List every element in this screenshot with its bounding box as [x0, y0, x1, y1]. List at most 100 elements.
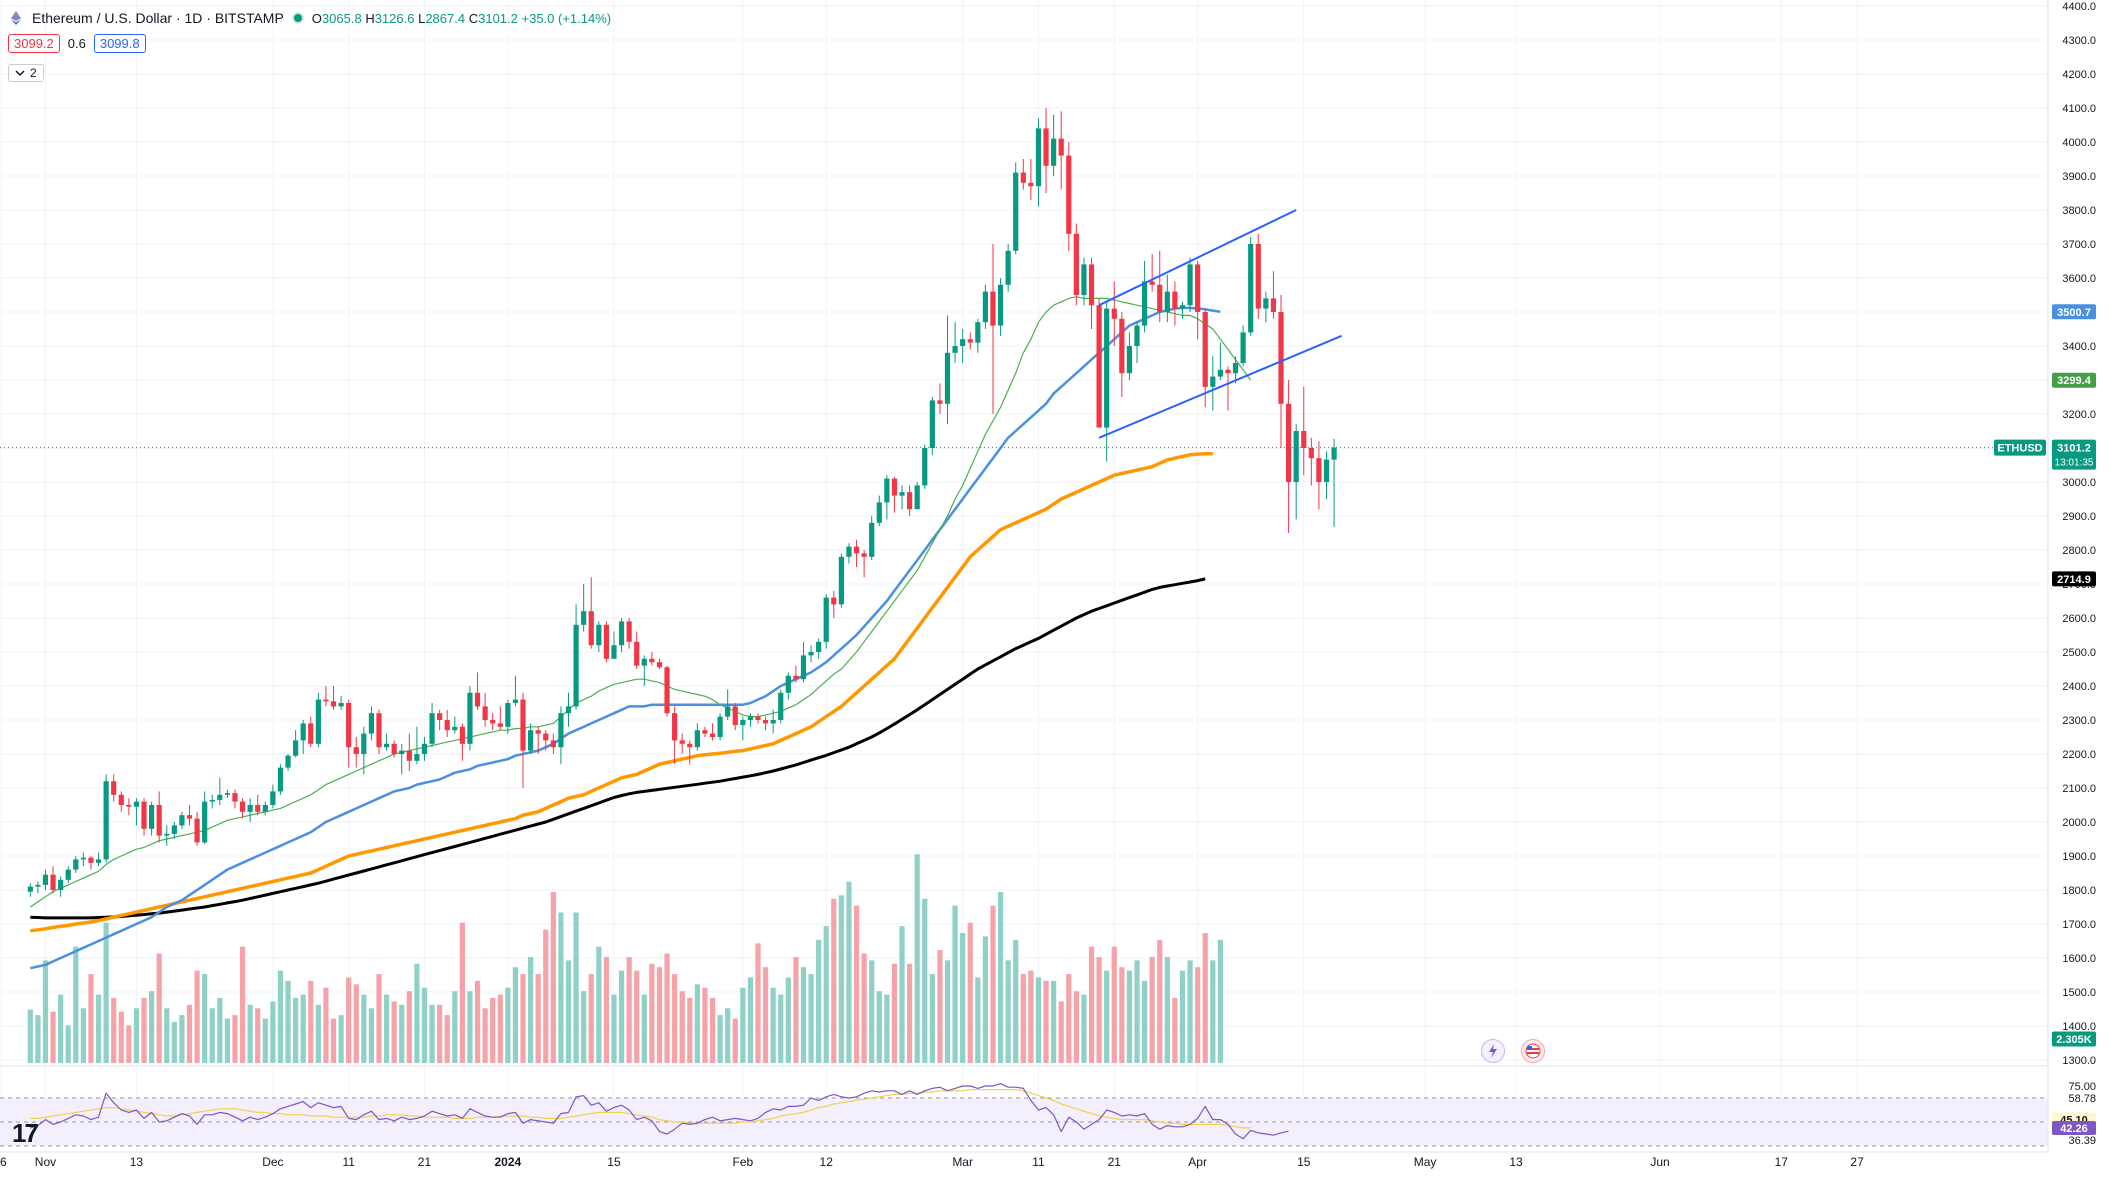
candle-body[interactable]: [239, 801, 246, 812]
candle-body[interactable]: [300, 723, 306, 741]
candle-body[interactable]: [1270, 298, 1277, 312]
candle-body[interactable]: [406, 750, 412, 761]
candle-body[interactable]: [376, 713, 382, 748]
candle-body[interactable]: [133, 801, 140, 807]
candle-body[interactable]: [1293, 431, 1299, 482]
tradingview-logo[interactable]: 17: [12, 1118, 39, 1148]
candle-body[interactable]: [171, 825, 177, 834]
candle-body[interactable]: [709, 733, 716, 737]
candle-body[interactable]: [383, 743, 390, 748]
candle-body[interactable]: [1134, 325, 1140, 346]
candle-body[interactable]: [937, 400, 943, 404]
candle-body[interactable]: [452, 726, 458, 731]
candle-body[interactable]: [664, 667, 670, 714]
candle-body[interactable]: [421, 743, 428, 754]
candle-body[interactable]: [800, 655, 807, 680]
candle-body[interactable]: [725, 706, 731, 717]
candle-body[interactable]: [1096, 305, 1102, 428]
candle-body[interactable]: [997, 284, 1004, 326]
candle-body[interactable]: [103, 781, 109, 860]
candle-body[interactable]: [217, 794, 223, 800]
candle-body[interactable]: [308, 723, 314, 744]
candle-body[interactable]: [891, 478, 898, 496]
candle-body[interactable]: [149, 805, 155, 829]
candle-body[interactable]: [558, 713, 564, 748]
candle-body[interactable]: [1119, 318, 1125, 374]
candle-body[interactable]: [391, 743, 397, 754]
candle-body[interactable]: [186, 815, 193, 819]
candle-body[interactable]: [884, 478, 890, 503]
candle-body[interactable]: [330, 701, 337, 707]
candle-body[interactable]: [1051, 138, 1057, 166]
candle-body[interactable]: [656, 662, 663, 668]
candle-body[interactable]: [975, 322, 981, 343]
us-flag-icon[interactable]: [1521, 1039, 1545, 1063]
indicators-toggle[interactable]: 2: [8, 64, 44, 82]
candle-body[interactable]: [1073, 233, 1079, 295]
candle-body[interactable]: [687, 743, 693, 748]
candle-body[interactable]: [869, 522, 875, 557]
candle-body[interactable]: [543, 733, 549, 741]
candle-body[interactable]: [816, 641, 822, 652]
lightning-icon[interactable]: [1481, 1039, 1505, 1063]
candle-body[interactable]: [118, 794, 124, 805]
candle-body[interactable]: [1005, 250, 1011, 285]
sell-price-button[interactable]: 3099.2: [8, 34, 60, 53]
candle-body[interactable]: [111, 781, 117, 795]
candle-body[interactable]: [1255, 244, 1261, 309]
candle-body[interactable]: [247, 805, 253, 812]
candle-body[interactable]: [361, 733, 367, 754]
candle-body[interactable]: [762, 720, 769, 724]
candle-body[interactable]: [80, 857, 86, 860]
candle-body[interactable]: [1141, 281, 1148, 326]
candle-body[interactable]: [520, 699, 526, 751]
candle-body[interactable]: [982, 291, 988, 323]
candle-body[interactable]: [944, 352, 951, 404]
candle-body[interactable]: [1028, 182, 1034, 187]
candle-body[interactable]: [1240, 332, 1246, 363]
candle-body[interactable]: [702, 730, 708, 734]
candle-body[interactable]: [755, 716, 761, 720]
candle-body[interactable]: [270, 791, 276, 805]
candle-body[interactable]: [603, 624, 609, 659]
buy-price-button[interactable]: 3099.8: [93, 34, 146, 53]
candle-body[interactable]: [672, 713, 678, 741]
candle-body[interactable]: [634, 641, 640, 666]
candle-body[interactable]: [315, 699, 321, 744]
candle-body[interactable]: [831, 597, 837, 605]
candle-body[interactable]: [323, 699, 329, 702]
candles[interactable]: [27, 108, 1337, 897]
candle-body[interactable]: [255, 805, 261, 812]
candle-body[interactable]: [876, 502, 882, 523]
candle-body[interactable]: [1104, 308, 1110, 428]
candle-body[interactable]: [209, 799, 215, 802]
candle-body[interactable]: [1278, 312, 1284, 404]
candle-body[interactable]: [277, 767, 284, 792]
candle-body[interactable]: [490, 720, 496, 724]
candle-body[interactable]: [1263, 298, 1269, 309]
candle-body[interactable]: [50, 874, 56, 890]
candle-body[interactable]: [740, 720, 746, 726]
candle-body[interactable]: [694, 730, 700, 748]
candle-body[interactable]: [778, 692, 784, 720]
candle-body[interactable]: [1248, 244, 1254, 333]
candle-body[interactable]: [414, 754, 420, 761]
candle-body[interactable]: [429, 713, 435, 744]
candle-body[interactable]: [793, 675, 799, 680]
candle-body[interactable]: [967, 339, 973, 343]
candle-body[interactable]: [42, 874, 49, 885]
candle-body[interactable]: [618, 621, 625, 646]
candle-body[interactable]: [202, 801, 208, 843]
candle-body[interactable]: [732, 706, 738, 726]
candle-body[interactable]: [914, 485, 920, 510]
candle-body[interactable]: [1081, 264, 1087, 295]
market-status-icon[interactable]: [291, 12, 304, 24]
candle-body[interactable]: [505, 703, 511, 727]
candle-body[interactable]: [1157, 284, 1163, 312]
candle-body[interactable]: [960, 339, 966, 346]
candle-body[interactable]: [907, 492, 913, 510]
candle-body[interactable]: [1172, 291, 1178, 309]
candle-body[interactable]: [853, 546, 860, 554]
candle-body[interactable]: [224, 793, 230, 795]
candle-body[interactable]: [785, 675, 791, 693]
